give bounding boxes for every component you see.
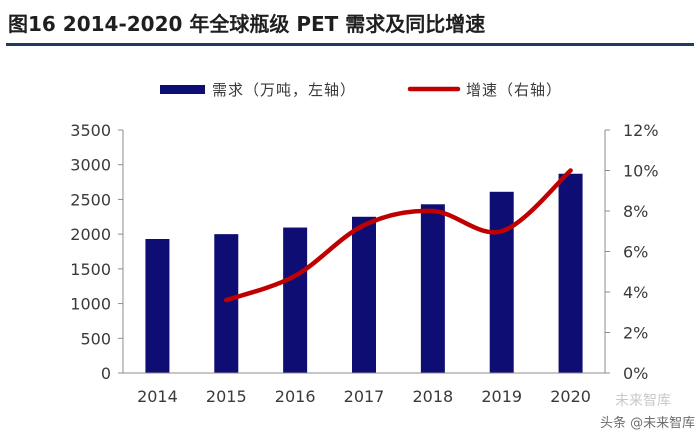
- y-left-tick-label: 3500: [70, 121, 111, 140]
- bar-demand-2020: [558, 173, 583, 373]
- y-left-tick-label: 2500: [70, 190, 111, 209]
- chart-title: 图16 2014-2020 年全球瓶级 PET 需求及同比增速: [8, 12, 486, 36]
- y-right-tick-label: 6%: [623, 243, 648, 262]
- bar-demand-2014: [145, 239, 170, 373]
- title-underline: [6, 43, 694, 46]
- growth-point-2020: [568, 168, 573, 173]
- y-right-tick-label: 2%: [623, 324, 648, 343]
- legend-bar-swatch: [160, 85, 205, 94]
- title-bar: 图16 2014-2020 年全球瓶级 PET 需求及同比增速: [0, 0, 700, 46]
- x-tick-label: 2014: [137, 387, 178, 406]
- x-tick-label: 2018: [412, 387, 453, 406]
- y-left-tick-label: 3000: [70, 156, 111, 175]
- legend-bar-label: 需求（万吨，左轴）: [212, 81, 356, 99]
- y-right-tick-label: 0%: [623, 364, 648, 383]
- bar-demand-2016: [283, 227, 308, 373]
- bar-demand-2019: [489, 191, 514, 373]
- y-right-tick-label: 10%: [623, 162, 659, 181]
- x-tick-label: 2019: [481, 387, 522, 406]
- growth-point-2016: [293, 273, 298, 278]
- x-tick-label: 2017: [344, 387, 385, 406]
- y-left-tick-label: 1500: [70, 260, 111, 279]
- y-left-tick-label: 500: [80, 329, 111, 348]
- x-tick-label: 2016: [275, 387, 316, 406]
- growth-point-2019: [499, 229, 504, 234]
- bar-demand-2015: [214, 234, 239, 373]
- bar-demand-2018: [420, 204, 445, 373]
- y-right-tick-label: 8%: [623, 202, 648, 221]
- y-left-tick-label: 1000: [70, 295, 111, 314]
- y-right-tick-label: 12%: [623, 121, 659, 140]
- line-growth-rate: [224, 168, 573, 303]
- growth-point-2017: [362, 223, 366, 228]
- growth-point-2015: [224, 298, 229, 303]
- x-tick-label: 2020: [550, 387, 591, 406]
- legend-line-label: 增速（右轴）: [466, 81, 562, 99]
- y-left-tick-label: 0: [101, 364, 111, 383]
- growth-point-2018: [430, 209, 435, 213]
- bar-demand-2017: [352, 216, 376, 373]
- y-left-tick-label: 2000: [70, 225, 111, 244]
- x-tick-label: 2015: [206, 387, 247, 406]
- watermark: 头条 @未来智库: [600, 416, 696, 431]
- y-right-tick-label: 4%: [623, 283, 648, 302]
- watermark-logo-text: 未来智库: [615, 393, 671, 409]
